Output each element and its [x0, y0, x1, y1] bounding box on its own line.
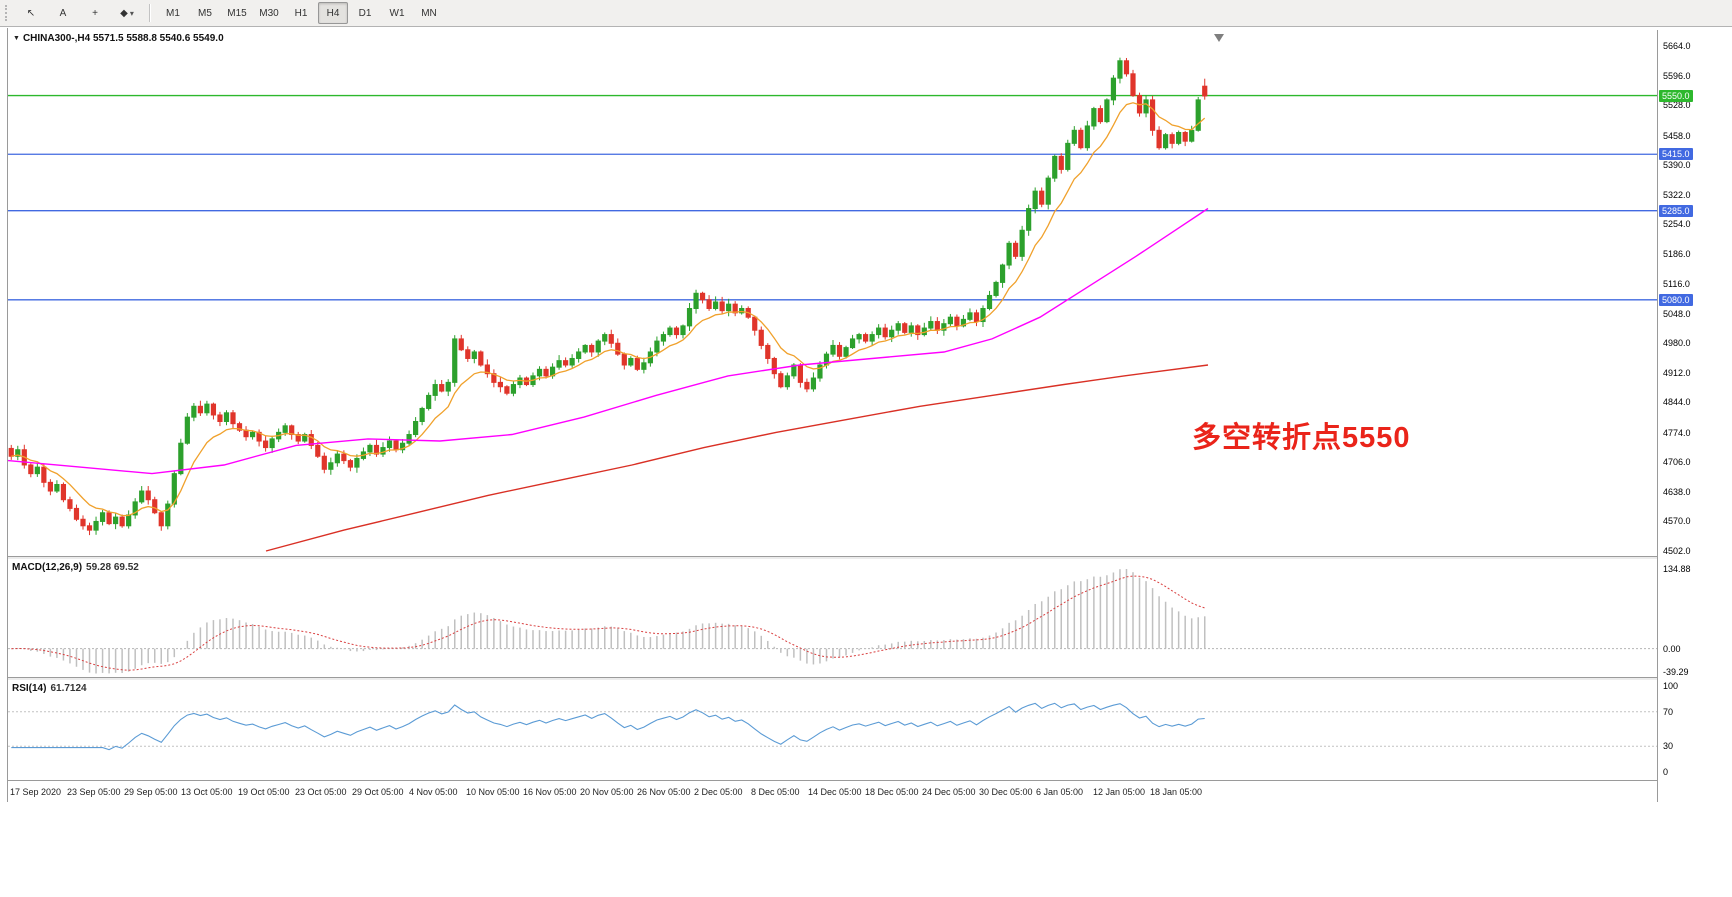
- timeframe-m30[interactable]: M30: [259, 7, 279, 19]
- time-tick-label: 13 Oct 05:00: [181, 787, 233, 797]
- price-tick-label: 5048.0: [1663, 308, 1691, 319]
- price-tick-label: 5528.0: [1663, 100, 1691, 111]
- price-level-tag: 5415.0: [1659, 148, 1693, 161]
- timeframe-h1[interactable]: H1: [294, 7, 308, 19]
- timeframe-m1[interactable]: M1: [166, 7, 180, 19]
- time-tick-label: 18 Jan 05:00: [1150, 787, 1203, 797]
- time-tick-label: 23 Oct 05:00: [295, 787, 347, 797]
- price-tick-label: 5116.0: [1663, 279, 1690, 290]
- rsi-value: 61.7124: [50, 683, 87, 694]
- time-tick-label: 8 Dec 05:00: [751, 787, 800, 797]
- time-tick-label: 18 Dec 05:00: [865, 787, 919, 797]
- toolbar-separator: [149, 4, 151, 22]
- price-tick-label: 5458.0: [1663, 130, 1691, 141]
- time-tick-label: 26 Nov 05:00: [637, 787, 691, 797]
- shapes-tool[interactable]: ◆ ▾: [120, 7, 134, 19]
- time-tick-label: 29 Sep 05:00: [124, 787, 178, 797]
- time-tick-label: 4 Nov 05:00: [409, 787, 458, 797]
- chart-window-border: [7, 28, 8, 802]
- timeframe-m5[interactable]: M5: [198, 7, 212, 19]
- time-tick-label: 14 Dec 05:00: [808, 787, 862, 797]
- time-tick-label: 6 Jan 05:00: [1036, 787, 1084, 797]
- price-tick-label: 4912.0: [1663, 367, 1691, 378]
- timeframe-d1[interactable]: D1: [358, 7, 372, 19]
- time-tick-label: 30 Dec 05:00: [979, 787, 1033, 797]
- price-tick-label: 5254.0: [1663, 219, 1691, 230]
- dropdown-arrow-icon: ▾: [129, 8, 134, 18]
- collapse-chart-icon[interactable]: ▼: [13, 35, 20, 42]
- rsi-tick-label: 30: [1663, 741, 1674, 752]
- rsi-title: RSI(14) 61.7124: [12, 683, 87, 694]
- cursor-tool[interactable]: ↖: [26, 7, 36, 19]
- time-tick-label: 17 Sep 2020: [10, 787, 62, 797]
- macd-title-text: MACD(12,26,9): [12, 562, 83, 573]
- timeframe-h4[interactable]: H4: [318, 2, 348, 24]
- macd-tick-label: 0.00: [1663, 643, 1681, 654]
- rsi-panel[interactable]: [8, 680, 1657, 780]
- price-tick-label: 4706.0: [1663, 457, 1691, 468]
- macd-tick-label: -39.29: [1663, 666, 1689, 677]
- price-tick-label: 4774.0: [1663, 427, 1691, 438]
- time-axis[interactable]: 17 Sep 2020 23 Sep 05:00 29 Sep 05:00 13 Oc…: [8, 780, 1657, 803]
- main-chart[interactable]: [8, 30, 1657, 556]
- timeframe-m15[interactable]: M15: [227, 7, 247, 19]
- time-tick-label: 2 Dec 05:00: [694, 787, 743, 797]
- time-tick-label: 20 Nov 05:00: [580, 787, 634, 797]
- timeframe-group: M1 M5 M15 M30 H1 H4 D1 W1 MN: [157, 2, 445, 24]
- toolbar: ↖ A + ◆ ▾ M1 M5 M15 M30 H1 H4 D1 W1 MN: [0, 0, 1732, 27]
- price-tick-label: 5322.0: [1663, 189, 1691, 200]
- rsi-title-text: RSI(14): [12, 683, 47, 694]
- text-tool[interactable]: A: [59, 7, 67, 19]
- timeframe-mn[interactable]: MN: [421, 7, 437, 19]
- price-tick-label: 5186.0: [1663, 248, 1691, 259]
- time-tick-label: 23 Sep 05:00: [67, 787, 121, 797]
- chart-annotation-text: 多空转折点5550: [1192, 422, 1411, 454]
- time-tick-label: 24 Dec 05:00: [922, 787, 976, 797]
- price-tick-label: 5664.0: [1663, 41, 1691, 51]
- macd-panel[interactable]: [8, 559, 1657, 677]
- price-level-tag: 5285.0: [1659, 204, 1693, 217]
- price-tick-label: 5596.0: [1663, 70, 1691, 81]
- symbol-title-text: CHINA300-,H4 5571.5 5588.8 5540.6 5549.0: [22, 33, 224, 44]
- price-tick-label: 4570.0: [1663, 516, 1691, 527]
- price-axis[interactable]: 5664.0 5596.0 5528.0 5458.0 5390.0 5322.0 5254…: [1657, 30, 1732, 802]
- crosshair-tool[interactable]: +: [92, 7, 98, 19]
- price-level-tag: 5550.0: [1659, 89, 1693, 102]
- time-tick-label: 19 Oct 05:00: [238, 787, 290, 797]
- time-tick-label: 10 Nov 05:00: [466, 787, 520, 797]
- price-tick-label: 4502.0: [1663, 546, 1691, 556]
- drawing-tool-group: ↖ A + ◆ ▾: [15, 2, 143, 24]
- rsi-tick-label: 0: [1663, 767, 1669, 777]
- price-tick-label: 4638.0: [1663, 486, 1691, 497]
- macd-title: MACD(12,26,9) 59.28 69.52: [12, 562, 139, 573]
- macd-tick-label: 134.88: [1663, 564, 1691, 574]
- toolbar-grip[interactable]: [5, 5, 10, 21]
- time-tick-label: 29 Oct 05:00: [352, 787, 404, 797]
- price-tick-label: 4844.0: [1663, 397, 1691, 408]
- rsi-tick-label: 70: [1663, 706, 1674, 717]
- symbol-title: ▼ CHINA300-,H4 5571.5 5588.8 5540.6 5549.…: [13, 33, 224, 44]
- rsi-tick-label: 100: [1663, 681, 1679, 691]
- timeframe-w1[interactable]: W1: [389, 7, 405, 19]
- price-tick-label: 5390.0: [1663, 160, 1691, 171]
- time-tick-label: 12 Jan 05:00: [1093, 787, 1146, 797]
- macd-values: 59.28 69.52: [86, 562, 139, 573]
- time-tick-label: 16 Nov 05:00: [523, 787, 577, 797]
- price-tick-label: 4980.0: [1663, 338, 1691, 349]
- price-level-tag: 5080.0: [1659, 293, 1693, 306]
